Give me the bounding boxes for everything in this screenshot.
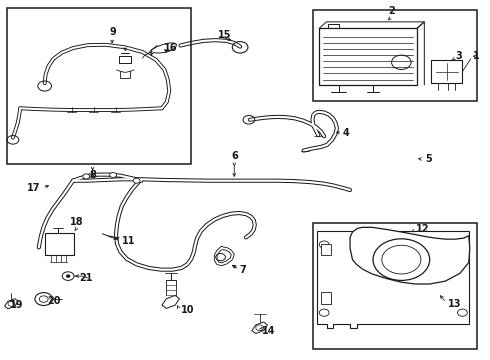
FancyBboxPatch shape [45,233,74,255]
Text: 15: 15 [218,30,232,40]
Circle shape [110,172,117,177]
Bar [321,292,331,304]
Circle shape [83,174,90,179]
Text: 14: 14 [262,326,275,336]
Polygon shape [350,227,470,284]
Circle shape [133,178,140,183]
Text: 7: 7 [239,265,246,275]
Text: 10: 10 [180,305,194,315]
Text: 18: 18 [70,217,83,227]
Text: 2: 2 [388,6,395,16]
Polygon shape [162,296,179,309]
Text: 16: 16 [164,43,177,53]
Bar [431,60,463,83]
Text: 1: 1 [473,51,480,61]
Circle shape [66,275,70,278]
Text: 6: 6 [232,151,239,161]
Text: 17: 17 [27,183,41,193]
Polygon shape [4,299,18,309]
Bar [314,223,477,348]
Bar [321,244,331,255]
Bar [6,8,191,164]
Polygon shape [318,231,469,328]
Text: 21: 21 [79,273,93,283]
Text: 5: 5 [425,154,432,164]
Text: 3: 3 [455,51,462,61]
Text: 4: 4 [343,128,349,138]
Text: 11: 11 [122,236,135,246]
Polygon shape [252,322,268,333]
Text: 9: 9 [109,27,116,37]
Text: 19: 19 [9,300,23,310]
Text: 12: 12 [416,225,430,234]
FancyBboxPatch shape [319,28,417,85]
Bar [314,10,477,101]
Text: 20: 20 [47,296,61,306]
Text: 8: 8 [89,170,96,180]
Text: 13: 13 [448,299,461,309]
